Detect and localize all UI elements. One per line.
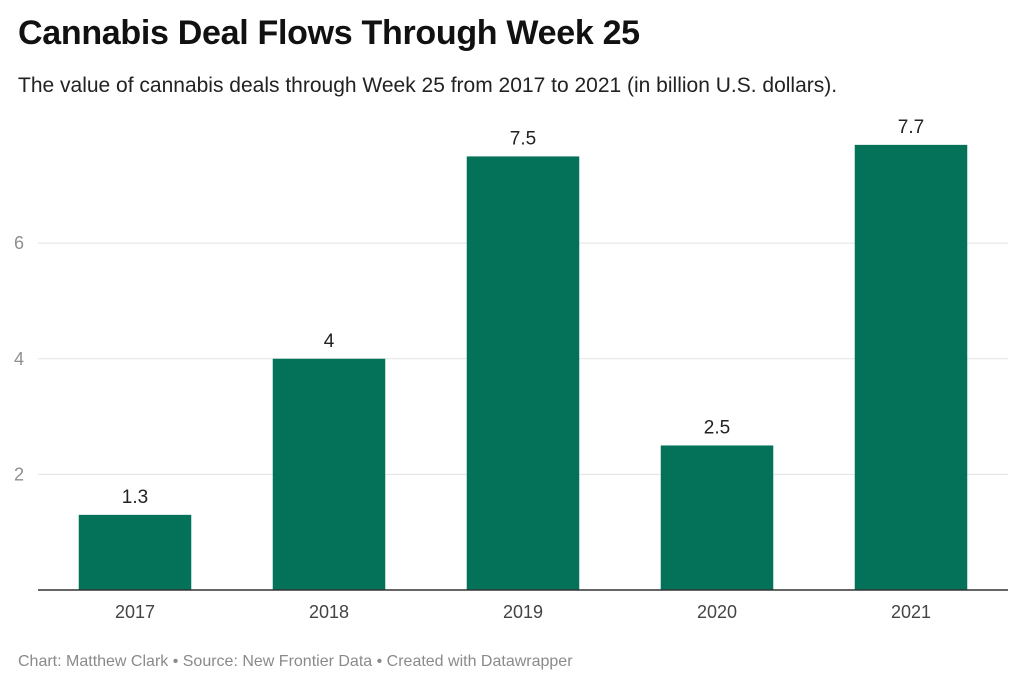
y-tick-label-2: 2 <box>14 464 24 484</box>
bars <box>78 144 968 591</box>
y-tick-label-4: 4 <box>14 349 24 369</box>
bar-2020 <box>660 445 774 590</box>
x-tick-label-2017: 2017 <box>115 602 155 622</box>
bar-2019 <box>466 156 580 591</box>
value-label-2018: 4 <box>324 331 335 352</box>
x-tick-label-2019: 2019 <box>503 602 543 622</box>
bar-2018 <box>272 358 386 590</box>
value-label-2019: 7.5 <box>510 128 536 149</box>
value-label-2020: 2.5 <box>704 417 730 438</box>
y-tick-label-6: 6 <box>14 233 24 253</box>
chart-subtitle: The value of cannabis deals through Week… <box>18 74 838 97</box>
chart-footer: Chart: Matthew Clark • Source: New Front… <box>18 653 573 670</box>
bar-2021 <box>854 144 968 590</box>
x-tick-label-2020: 2020 <box>697 602 737 622</box>
labels: 2 4 6 1.3 2017 4 2018 7.5 2019 2.5 2020 7.7 2021 <box>14 117 931 622</box>
value-label-2021: 7.7 <box>898 117 924 138</box>
x-tick-label-2021: 2021 <box>891 602 931 622</box>
chart-title: Cannabis Deal Flows Through Week 25 <box>18 14 640 52</box>
x-tick-label-2018: 2018 <box>309 602 349 622</box>
bar-2017 <box>78 514 192 590</box>
value-label-2017: 1.3 <box>122 487 148 508</box>
